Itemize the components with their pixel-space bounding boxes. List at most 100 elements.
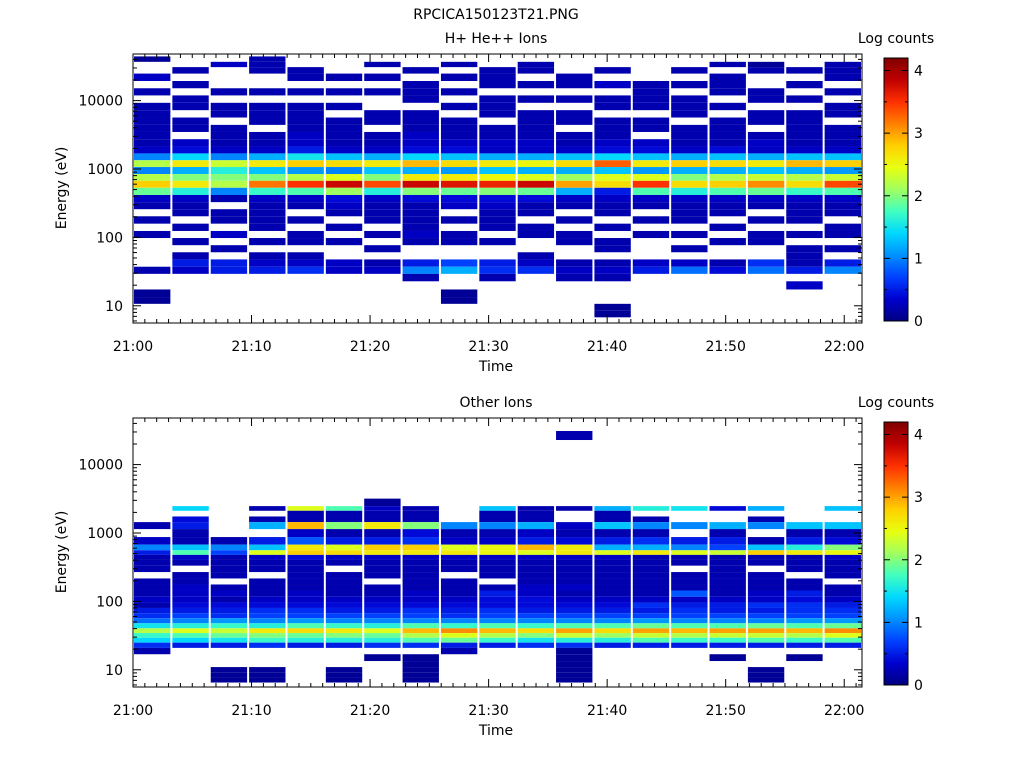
heatmap-cell (747, 607, 785, 614)
heatmap-cell (249, 607, 286, 614)
heatmap-cell (402, 139, 439, 147)
heatmap-cell (325, 623, 363, 629)
heatmap-cell (786, 637, 823, 643)
heatmap-cell (632, 102, 670, 111)
heatmap-cell (172, 602, 209, 608)
heatmap-cell (249, 554, 286, 560)
heatmap-cell (709, 572, 746, 579)
heatmap-cell (210, 544, 248, 551)
heatmap-cell (172, 124, 209, 132)
heatmap-cell (517, 584, 555, 591)
heatmap-cell (402, 131, 439, 140)
heatmap-cell (517, 117, 555, 125)
heatmap-cell (594, 95, 631, 103)
y-axis: 10 100 1000 10000 (78, 422, 862, 686)
heatmap-cell (325, 131, 363, 140)
heatmap-cell (824, 529, 861, 538)
heatmap-cell (594, 259, 631, 267)
heatmap-cell (287, 628, 324, 634)
heatmap-cell (479, 633, 516, 638)
heatmap-cell (479, 124, 516, 132)
heatmap-cell (786, 160, 823, 168)
heatmap-cell (709, 565, 746, 573)
heatmap-cell (709, 238, 746, 246)
heatmap-cell (249, 590, 286, 597)
heatmap-cell (556, 139, 593, 147)
heatmap-cell (594, 153, 631, 161)
heatmap-cell (556, 266, 593, 274)
heatmap-cell (671, 153, 708, 161)
heatmap-cell (709, 559, 746, 566)
heatmap-cell (210, 245, 248, 253)
heatmap-cell (671, 642, 708, 648)
heatmap-cell (709, 88, 746, 96)
heatmap-cell (287, 259, 324, 267)
heatmap-cell (556, 642, 593, 648)
heatmap-cell (824, 565, 861, 573)
heatmap-cell (134, 537, 171, 545)
heatmap-cell (249, 559, 286, 566)
heatmap-cell (517, 510, 555, 517)
heatmap-cell (517, 110, 555, 118)
heatmap-cell (440, 259, 478, 267)
heatmap-cell (709, 223, 746, 231)
heatmap-cell (479, 516, 516, 523)
heatmap-cell (671, 146, 708, 154)
heatmap-cell (747, 522, 785, 530)
heatmap-cell (249, 187, 286, 195)
heatmap-cell (479, 565, 516, 573)
heatmap-cell (172, 550, 209, 555)
heatmap-cell (479, 642, 516, 648)
heatmap-cell (172, 139, 209, 147)
heatmap-cell (786, 230, 823, 239)
heatmap-cell (402, 202, 439, 210)
heatmap-cell (440, 633, 478, 638)
heatmap-cell (249, 537, 286, 545)
heatmap-cell (172, 590, 209, 597)
heatmap-cell (556, 613, 593, 619)
heatmap-cell (249, 194, 286, 203)
heatmap-cell (824, 618, 861, 624)
heatmap-cell (325, 529, 363, 538)
heatmap-cell (364, 117, 401, 125)
heatmap-cell (709, 174, 746, 181)
heatmap-cell (325, 584, 363, 591)
heatmap-cell (402, 654, 439, 662)
x-tick-label: 21:00 (113, 703, 153, 719)
heatmap-cell (709, 654, 746, 662)
heatmap-cell (172, 146, 209, 154)
heatmap-cell (747, 131, 785, 140)
heatmap-cell (594, 529, 631, 538)
heatmap-cell (747, 146, 785, 154)
heatmap-cell (556, 230, 593, 239)
heatmap-cell (479, 202, 516, 210)
heatmap-cell (517, 565, 555, 573)
heatmap-cell (671, 544, 708, 551)
heatmap-cell (747, 677, 785, 683)
heatmap-cell (594, 174, 631, 181)
heatmap-cell (709, 522, 746, 530)
heatmap-cell (325, 238, 363, 246)
heatmap-cell (786, 565, 823, 573)
heatmap-cell (517, 607, 555, 614)
heatmap-cell (249, 131, 286, 140)
heatmap-cell (134, 637, 171, 643)
heatmap-cell (556, 146, 593, 154)
x-tick-label: 21:30 (468, 339, 508, 355)
heatmap-cell (287, 153, 324, 161)
heatmap-cell (287, 607, 324, 614)
heatmap-cell (786, 554, 823, 560)
heatmap-cell (134, 167, 171, 175)
heatmap-cell (556, 654, 593, 662)
heatmap-cell (824, 259, 861, 267)
heatmap-cell (440, 607, 478, 614)
heatmap-cell (786, 522, 823, 530)
heatmap-cell (210, 146, 248, 154)
heatmap-cell (325, 633, 363, 638)
heatmap-cell (440, 102, 478, 111)
heatmap-cell (210, 677, 248, 683)
heatmap-cell (786, 67, 823, 74)
heatmap-cell (134, 174, 171, 181)
y-tick-label: 100 (96, 230, 123, 246)
